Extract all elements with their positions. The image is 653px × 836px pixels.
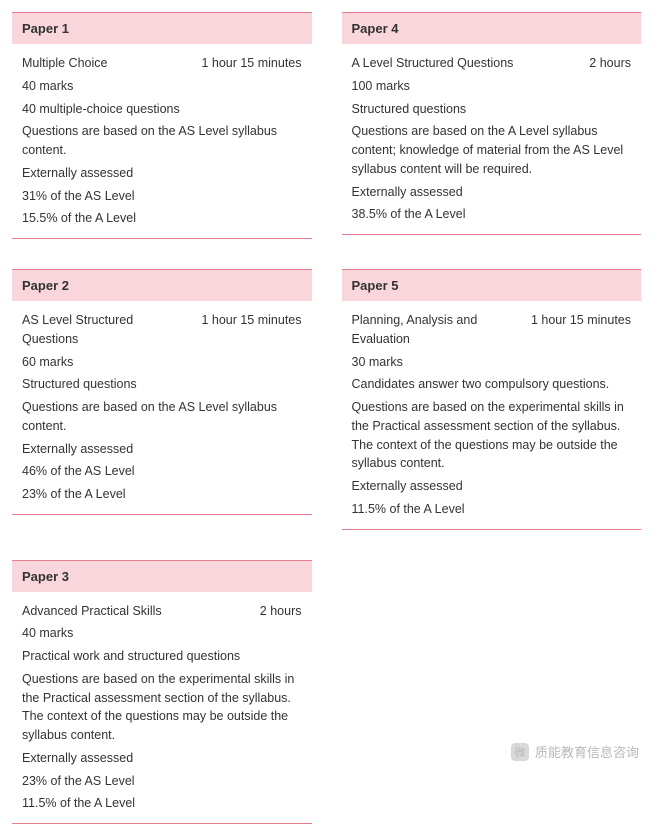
- paper-5-questions: Candidates answer two compulsory questio…: [352, 375, 632, 394]
- paper-5-title: Paper 5: [342, 270, 642, 301]
- paper-1-weight-as: 31% of the AS Level: [22, 187, 302, 206]
- paper-2-assessment: Externally assessed: [22, 440, 302, 459]
- paper-1-body: Multiple Choice 1 hour 15 minutes 40 mar…: [12, 44, 312, 239]
- empty-cell: [342, 560, 642, 825]
- paper-1-assessment: Externally assessed: [22, 164, 302, 183]
- watermark-text: 质能教育信息咨询: [535, 742, 639, 761]
- paper-3-weight-as: 23% of the AS Level: [22, 772, 302, 791]
- paper-3-body: Advanced Practical Skills 2 hours 40 mar…: [12, 592, 312, 825]
- paper-1-card: Paper 1 Multiple Choice 1 hour 15 minute…: [12, 12, 312, 239]
- wechat-icon: 微: [511, 743, 529, 761]
- paper-4-questions: Structured questions: [352, 100, 632, 119]
- paper-4-weight-a: 38.5% of the A Level: [352, 205, 632, 224]
- paper-3-assessment: Externally assessed: [22, 749, 302, 768]
- paper-4-card: Paper 4 A Level Structured Questions 2 h…: [342, 12, 642, 239]
- paper-3-marks: 40 marks: [22, 624, 302, 643]
- paper-4-basis: Questions are based on the A Level sylla…: [352, 122, 632, 178]
- paper-3-type: Advanced Practical Skills: [22, 602, 248, 621]
- paper-2-marks: 60 marks: [22, 353, 302, 372]
- paper-3-basis: Questions are based on the experimental …: [22, 670, 302, 745]
- paper-2-type: AS Level Structured Questions: [22, 311, 189, 349]
- watermark: 微 质能教育信息咨询: [511, 742, 639, 761]
- paper-5-assessment: Externally assessed: [352, 477, 632, 496]
- paper-5-card: Paper 5 Planning, Analysis and Evaluatio…: [342, 269, 642, 530]
- paper-3-title: Paper 3: [12, 561, 312, 592]
- paper-5-type: Planning, Analysis and Evaluation: [352, 311, 519, 349]
- paper-4-body: A Level Structured Questions 2 hours 100…: [342, 44, 642, 235]
- paper-2-card: Paper 2 AS Level Structured Questions 1 …: [12, 269, 312, 530]
- paper-4-title: Paper 4: [342, 13, 642, 44]
- paper-3-card: Paper 3 Advanced Practical Skills 2 hour…: [12, 560, 312, 825]
- paper-5-duration: 1 hour 15 minutes: [531, 311, 631, 349]
- paper-2-weight-a: 23% of the A Level: [22, 485, 302, 504]
- paper-1-basis: Questions are based on the AS Level syll…: [22, 122, 302, 160]
- paper-1-questions: 40 multiple-choice questions: [22, 100, 302, 119]
- papers-grid: Paper 1 Multiple Choice 1 hour 15 minute…: [0, 0, 653, 836]
- paper-4-assessment: Externally assessed: [352, 183, 632, 202]
- paper-2-duration: 1 hour 15 minutes: [201, 311, 301, 349]
- paper-1-duration: 1 hour 15 minutes: [201, 54, 301, 73]
- paper-1-weight-a: 15.5% of the A Level: [22, 209, 302, 228]
- paper-3-questions: Practical work and structured questions: [22, 647, 302, 666]
- paper-2-body: AS Level Structured Questions 1 hour 15 …: [12, 301, 312, 515]
- paper-2-questions: Structured questions: [22, 375, 302, 394]
- paper-5-weight-a: 11.5% of the A Level: [352, 500, 632, 519]
- paper-3-weight-a: 11.5% of the A Level: [22, 794, 302, 813]
- paper-3-duration: 2 hours: [260, 602, 302, 621]
- paper-2-title: Paper 2: [12, 270, 312, 301]
- paper-5-basis: Questions are based on the experimental …: [352, 398, 632, 473]
- paper-2-basis: Questions are based on the AS Level syll…: [22, 398, 302, 436]
- paper-4-marks: 100 marks: [352, 77, 632, 96]
- paper-1-type: Multiple Choice: [22, 54, 189, 73]
- paper-5-marks: 30 marks: [352, 353, 632, 372]
- paper-4-type: A Level Structured Questions: [352, 54, 578, 73]
- paper-1-marks: 40 marks: [22, 77, 302, 96]
- paper-5-body: Planning, Analysis and Evaluation 1 hour…: [342, 301, 642, 530]
- paper-1-title: Paper 1: [12, 13, 312, 44]
- paper-4-duration: 2 hours: [589, 54, 631, 73]
- paper-2-weight-as: 46% of the AS Level: [22, 462, 302, 481]
